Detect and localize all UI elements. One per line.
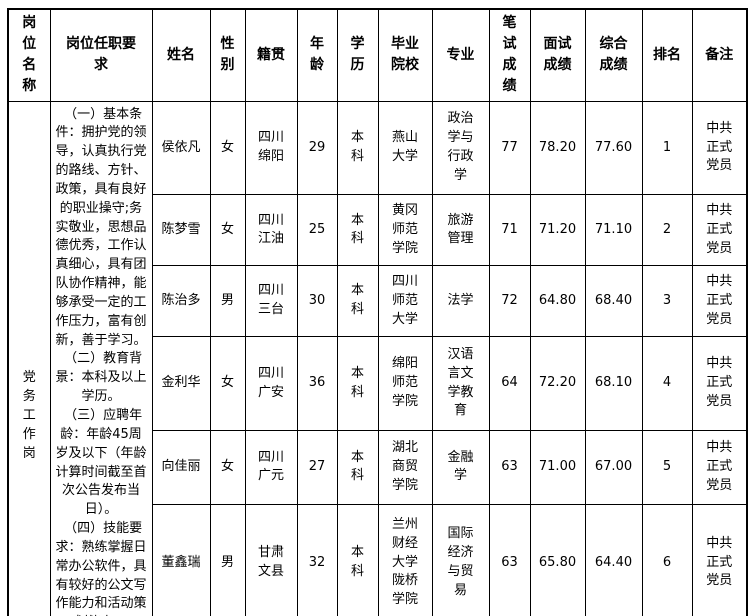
cell-education: 本科 — [336, 503, 379, 616]
col-header-note: 备注 — [691, 8, 748, 102]
table-row: 陈梦雪 女 四川江油 25 本科 黄冈师范学院 旅游管理 71 71.20 71… — [8, 194, 748, 267]
cell-name: 金利华 — [151, 336, 211, 432]
cell-major: 国际经济与贸易 — [431, 503, 490, 616]
cell-school: 湖北商贸学院 — [377, 430, 433, 505]
cell-hometown: 四川江油 — [244, 194, 298, 267]
cell-rank: 1 — [641, 100, 693, 196]
cell-gender: 女 — [209, 430, 246, 505]
cell-gender: 女 — [209, 336, 246, 432]
cell-overall-score: 67.00 — [584, 430, 643, 505]
cell-written-score: 63 — [488, 503, 531, 616]
cell-name: 陈梦雪 — [151, 194, 211, 267]
header-row: 岗位名称 岗位任职要求 姓名 性别 籍贯 年龄 学历 毕业院校 专业 笔试成绩 … — [7, 8, 748, 102]
col-header-school: 毕业院校 — [377, 8, 433, 102]
cell-hometown: 四川广安 — [244, 336, 298, 432]
cell-requirements: （一）基本条件：拥护党的领导，认真执行党的路线、方针、政策，具有良好的职业操守;… — [49, 100, 153, 616]
cell-age: 29 — [296, 100, 338, 196]
cell-major: 法学 — [431, 265, 490, 338]
col-header-requirements: 岗位任职要求 — [49, 8, 153, 102]
col-header-gender: 性别 — [209, 8, 246, 102]
table-row: 金利华 女 四川广安 36 本科 绵阳师范学院 汉语言文学教育 64 72.20… — [8, 336, 748, 432]
cell-hometown: 甘肃文县 — [244, 503, 298, 616]
cell-note: 中共正式党员 — [691, 194, 748, 267]
col-header-rank: 排名 — [641, 8, 693, 102]
cell-education: 本科 — [336, 430, 379, 505]
cell-age: 25 — [296, 194, 338, 267]
cell-gender: 女 — [209, 194, 246, 267]
cell-written-score: 72 — [488, 265, 531, 338]
cell-hometown: 四川三台 — [244, 265, 298, 338]
cell-interview-score: 72.20 — [529, 336, 586, 432]
cell-overall-score: 77.60 — [584, 100, 643, 196]
table-row: 董鑫瑞 男 甘肃文县 32 本科 兰州财经大学陇桥学院 国际经济与贸易 63 6… — [8, 503, 748, 616]
cell-rank: 5 — [641, 430, 693, 505]
cell-overall-score: 64.40 — [584, 503, 643, 616]
cell-school: 燕山大学 — [377, 100, 433, 196]
cell-written-score: 63 — [488, 430, 531, 505]
cell-note: 中共正式党员 — [691, 265, 748, 338]
cell-education: 本科 — [336, 265, 379, 338]
cell-note: 中共正式党员 — [691, 503, 748, 616]
cell-interview-score: 71.20 — [529, 194, 586, 267]
cell-overall-score: 68.40 — [584, 265, 643, 338]
cell-position-name: 党务工作岗 — [7, 100, 51, 616]
cell-education: 本科 — [336, 336, 379, 432]
cell-rank: 4 — [641, 336, 693, 432]
col-header-position-name: 岗位名称 — [7, 8, 51, 102]
cell-name: 侯依凡 — [151, 100, 211, 196]
col-header-written-score: 笔试成绩 — [488, 8, 531, 102]
cell-school: 绵阳师范学院 — [377, 336, 433, 432]
cell-written-score: 71 — [488, 194, 531, 267]
cell-rank: 6 — [641, 503, 693, 616]
cell-major: 金融学 — [431, 430, 490, 505]
cell-note: 中共正式党员 — [691, 100, 748, 196]
col-header-age: 年龄 — [296, 8, 338, 102]
cell-name: 向佳丽 — [151, 430, 211, 505]
cell-rank: 3 — [641, 265, 693, 338]
table-row: 党务工作岗 （一）基本条件：拥护党的领导，认真执行党的路线、方针、政策，具有良好… — [7, 100, 748, 616]
cell-written-score: 77 — [488, 100, 531, 196]
col-header-name: 姓名 — [151, 8, 211, 102]
cell-gender: 女 — [209, 100, 246, 196]
cell-name: 董鑫瑞 — [151, 503, 211, 616]
col-header-interview-score: 面试成绩 — [529, 8, 586, 102]
cell-interview-score: 78.20 — [529, 100, 586, 196]
cell-overall-score: 68.10 — [584, 336, 643, 432]
cell-interview-score: 65.80 — [529, 503, 586, 616]
cell-school: 兰州财经大学陇桥学院 — [377, 503, 433, 616]
cell-major: 政治学与行政学 — [431, 100, 490, 196]
cell-age: 30 — [296, 265, 338, 338]
cell-school: 四川师范大学 — [377, 265, 433, 338]
col-header-major: 专业 — [431, 8, 490, 102]
cell-education: 本科 — [336, 100, 379, 196]
cell-age: 36 — [296, 336, 338, 432]
cell-overall-score: 71.10 — [584, 194, 643, 267]
cell-gender: 男 — [209, 265, 246, 338]
cell-age: 27 — [296, 430, 338, 505]
cell-school: 黄冈师范学院 — [377, 194, 433, 267]
cell-education: 本科 — [336, 194, 379, 267]
cell-interview-score: 64.80 — [529, 265, 586, 338]
cell-age: 32 — [296, 503, 338, 616]
cell-name: 陈治多 — [151, 265, 211, 338]
col-header-overall-score: 综合成绩 — [584, 8, 643, 102]
cell-written-score: 64 — [488, 336, 531, 432]
cell-rank: 2 — [641, 194, 693, 267]
cell-note: 中共正式党员 — [691, 336, 748, 432]
cell-interview-score: 71.00 — [529, 430, 586, 505]
cell-gender: 男 — [209, 503, 246, 616]
cell-hometown: 四川绵阳 — [244, 100, 298, 196]
cell-hometown: 四川广元 — [244, 430, 298, 505]
cell-major: 汉语言文学教育 — [431, 336, 490, 432]
cell-note: 中共正式党员 — [691, 430, 748, 505]
table-row: 向佳丽 女 四川广元 27 本科 湖北商贸学院 金融学 63 71.00 67.… — [8, 430, 748, 505]
col-header-hometown: 籍贯 — [244, 8, 298, 102]
cell-major: 旅游管理 — [431, 194, 490, 267]
recruitment-score-table: 岗位名称 岗位任职要求 姓名 性别 籍贯 年龄 学历 毕业院校 专业 笔试成绩 … — [7, 8, 748, 616]
col-header-education: 学历 — [336, 8, 379, 102]
